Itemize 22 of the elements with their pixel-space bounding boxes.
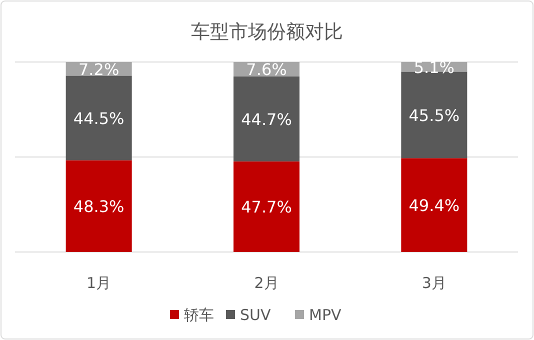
data-label: 7.6% [246,60,287,80]
data-label: 48.3% [73,197,124,216]
data-label: 44.7% [241,110,292,129]
bar [401,72,468,158]
bar [401,158,468,252]
data-label: 49.4% [408,196,460,216]
x-tick-label: 2月 [254,274,279,292]
bar [66,160,132,252]
x-tick-label: 3月 [422,274,446,292]
bar [66,76,132,160]
legend-label: MPV [309,306,342,324]
data-label: 5.1% [414,58,454,77]
bar [234,161,300,252]
data-label: 45.5% [408,106,460,125]
data-label: 7.2% [78,60,120,79]
data-label: 44.5% [73,108,124,128]
chart-title: 车型市场份额对比 [191,21,343,43]
data-label: 47.7% [241,198,292,217]
bar [234,76,300,162]
x-tick-label: 1月 [86,274,112,292]
legend-label: 轿车 [184,306,214,324]
legend-label: SUV [240,306,272,324]
